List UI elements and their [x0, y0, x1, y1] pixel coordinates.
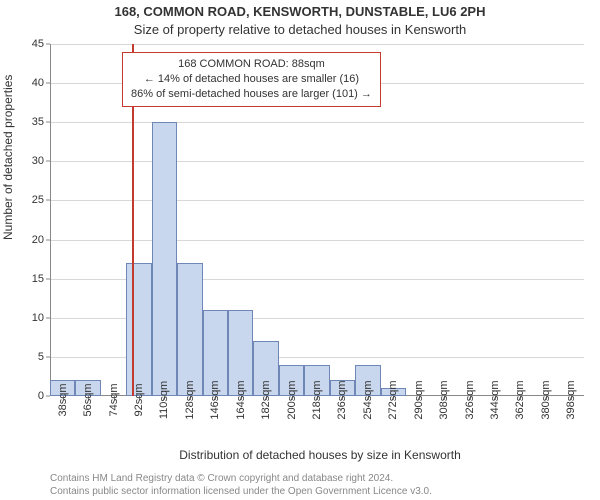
y-tick-label: 0 [38, 390, 44, 402]
y-tick-label: 15 [32, 273, 44, 285]
x-tick-label: 218sqm [311, 380, 323, 419]
chart-plot-area: 05101520253035404538sqm56sqm74sqm92sqm11… [50, 44, 584, 396]
x-tick-label: 362sqm [514, 380, 526, 419]
x-tick-label: 56sqm [82, 383, 94, 416]
y-tick-label: 5 [38, 351, 44, 363]
attribution-line-2: Contains public sector information licen… [50, 486, 600, 497]
x-tick-label: 38sqm [57, 383, 69, 416]
gridline [50, 161, 584, 162]
chart-title-subtitle: Size of property relative to detached ho… [0, 22, 600, 37]
x-tick-label: 308sqm [438, 380, 450, 419]
annotation-box: 168 COMMON ROAD: 88sqm← 14% of detached … [122, 52, 381, 107]
x-tick-label: 92sqm [133, 383, 145, 416]
x-tick-label: 290sqm [413, 380, 425, 419]
x-tick-label: 326sqm [464, 380, 476, 419]
x-tick-label: 110sqm [158, 381, 170, 419]
chart-title-address: 168, COMMON ROAD, KENSWORTH, DUNSTABLE, … [0, 4, 600, 19]
y-tick-label: 30 [32, 155, 44, 167]
x-tick-label: 236sqm [336, 380, 348, 419]
x-tick-label: 128sqm [184, 380, 196, 419]
x-tick-label: 182sqm [260, 380, 272, 419]
y-tick-label: 45 [32, 38, 44, 50]
annotation-line-3: 86% of semi-detached houses are larger (… [131, 87, 372, 102]
attribution-line-1: Contains HM Land Registry data © Crown c… [50, 473, 600, 484]
x-tick-label: 164sqm [235, 380, 247, 419]
histogram-bar [126, 263, 151, 396]
y-tick-label: 40 [32, 77, 44, 89]
gridline [50, 44, 584, 45]
gridline [50, 122, 584, 123]
x-tick-label: 380sqm [540, 380, 552, 419]
x-tick-label: 74sqm [108, 383, 120, 416]
y-axis-line [50, 44, 51, 396]
annotation-line-2: ← 14% of detached houses are smaller (16… [131, 72, 372, 87]
x-axis-label: Distribution of detached houses by size … [50, 448, 590, 462]
y-axis-label: Number of detached properties [1, 75, 15, 240]
x-tick-label: 272sqm [387, 380, 399, 419]
annotation-line-1: 168 COMMON ROAD: 88sqm [131, 57, 372, 72]
histogram-bar [177, 263, 202, 396]
histogram-bar [152, 122, 177, 396]
y-tick-label: 10 [32, 312, 44, 324]
x-tick-label: 344sqm [489, 380, 501, 419]
y-tick-label: 20 [32, 234, 44, 246]
x-tick-label: 146sqm [209, 380, 221, 419]
x-tick-label: 254sqm [362, 380, 374, 419]
gridline [50, 240, 584, 241]
gridline [50, 200, 584, 201]
x-tick-label: 200sqm [286, 380, 298, 419]
y-tick-label: 25 [32, 194, 44, 206]
x-tick-label: 398sqm [565, 380, 577, 419]
y-tick-label: 35 [32, 116, 44, 128]
